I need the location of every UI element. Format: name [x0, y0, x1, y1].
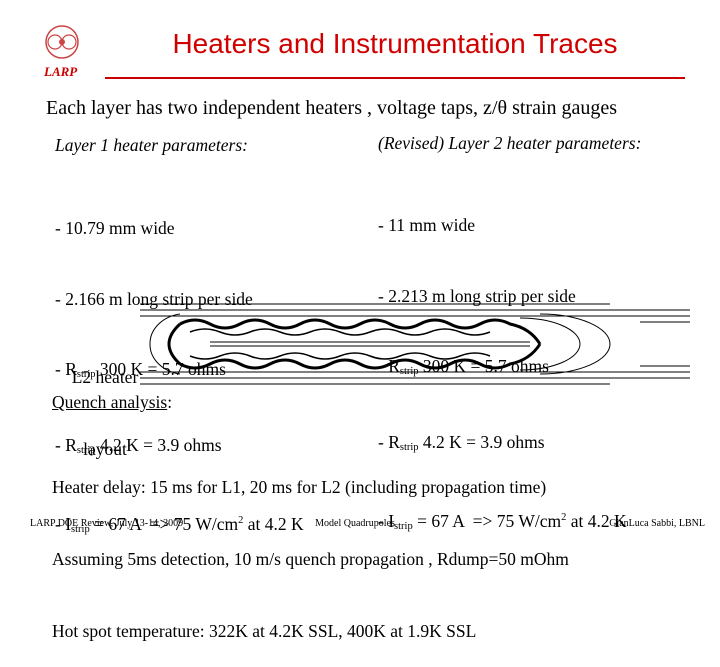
- text: Heater delay: 15 ms for L1, 20 ms for L2…: [52, 477, 547, 497]
- text: - R: [55, 434, 77, 455]
- text: - 10.79 mm wide: [55, 218, 175, 238]
- logo-text: LARP: [44, 64, 78, 79]
- footer-left: LARP DOE Review, July 13-14, 2009: [30, 518, 184, 529]
- layer1-heading: Layer 1 heater parameters:: [55, 135, 248, 155]
- text: - I: [378, 510, 395, 531]
- text: at 4.2 K: [243, 513, 304, 534]
- quench-list: Heater delay: 15 ms for L1, 20 ms for L2…: [52, 427, 569, 667]
- superscript: 2: [238, 515, 244, 526]
- text: = 67 A => 75 W/cm: [412, 510, 562, 531]
- figure-label: L2 heater layout: [55, 317, 155, 485]
- item: - 11 mm wide: [378, 214, 627, 238]
- text: - I: [55, 513, 72, 534]
- text: - 11 mm wide: [378, 215, 476, 235]
- text: at 4.2 K: [566, 510, 627, 531]
- subscript: strip: [394, 520, 413, 532]
- item: - 10.79 mm wide: [55, 217, 304, 241]
- text: L2 heater: [71, 367, 139, 387]
- superscript: 2: [561, 512, 567, 523]
- subscript: strip: [76, 444, 96, 456]
- layer2-heading: (Revised) Layer 2 heater parameters:: [378, 133, 642, 153]
- item: - Istrip = 67 A => 75 W/cm2 at 4.2 K: [378, 506, 627, 538]
- item: - Rstrip 300 K = 5.7 ohms: [55, 358, 304, 387]
- text: :: [167, 392, 173, 412]
- text: Assuming 5ms detection, 10 m/s quench pr…: [52, 549, 569, 569]
- text: - R: [378, 431, 400, 452]
- subtitle: Each layer has two independent heaters ,…: [46, 97, 618, 119]
- text: 4.2 K = 3.9 ohms: [95, 434, 222, 455]
- logo-emblem: [45, 25, 79, 59]
- title: Heaters and Instrumentation Traces: [172, 28, 618, 59]
- text: Quench analysis: [52, 392, 168, 412]
- subscript: strip: [76, 369, 96, 380]
- item: - Rstrip 4.2 K = 3.9 ohms: [55, 434, 304, 463]
- text: - 2.213 m long strip per side: [378, 285, 576, 306]
- footer-center: Model Quadrupoles: [315, 518, 395, 529]
- quench-heading: Quench analysis:: [52, 392, 172, 413]
- footer-right: GianLuca Sabbi, LBNL: [609, 518, 705, 529]
- text: Hot spot temperature: 322K at 4.2K SSL, …: [52, 621, 477, 641]
- item: - Rstrip 4.2 K = 3.9 ohms: [378, 431, 627, 460]
- slide: LARP Heaters and Instrumentation Traces …: [30, 25, 705, 641]
- item: - Istrip = 67 A => 75 W/cm2 at 4.2 K: [55, 509, 304, 541]
- title-rule: [105, 77, 685, 79]
- heater-layout-drawing: [140, 303, 690, 385]
- text: layout: [83, 439, 127, 459]
- text: 4.2 K = 3.9 ohms: [418, 431, 545, 452]
- item: - 2.213 m long strip per side: [378, 285, 627, 309]
- subscript: strip: [71, 523, 90, 535]
- text: = 67 A => 75 W/cm: [89, 513, 239, 534]
- text: - R: [55, 359, 77, 379]
- subscript: strip: [399, 441, 419, 453]
